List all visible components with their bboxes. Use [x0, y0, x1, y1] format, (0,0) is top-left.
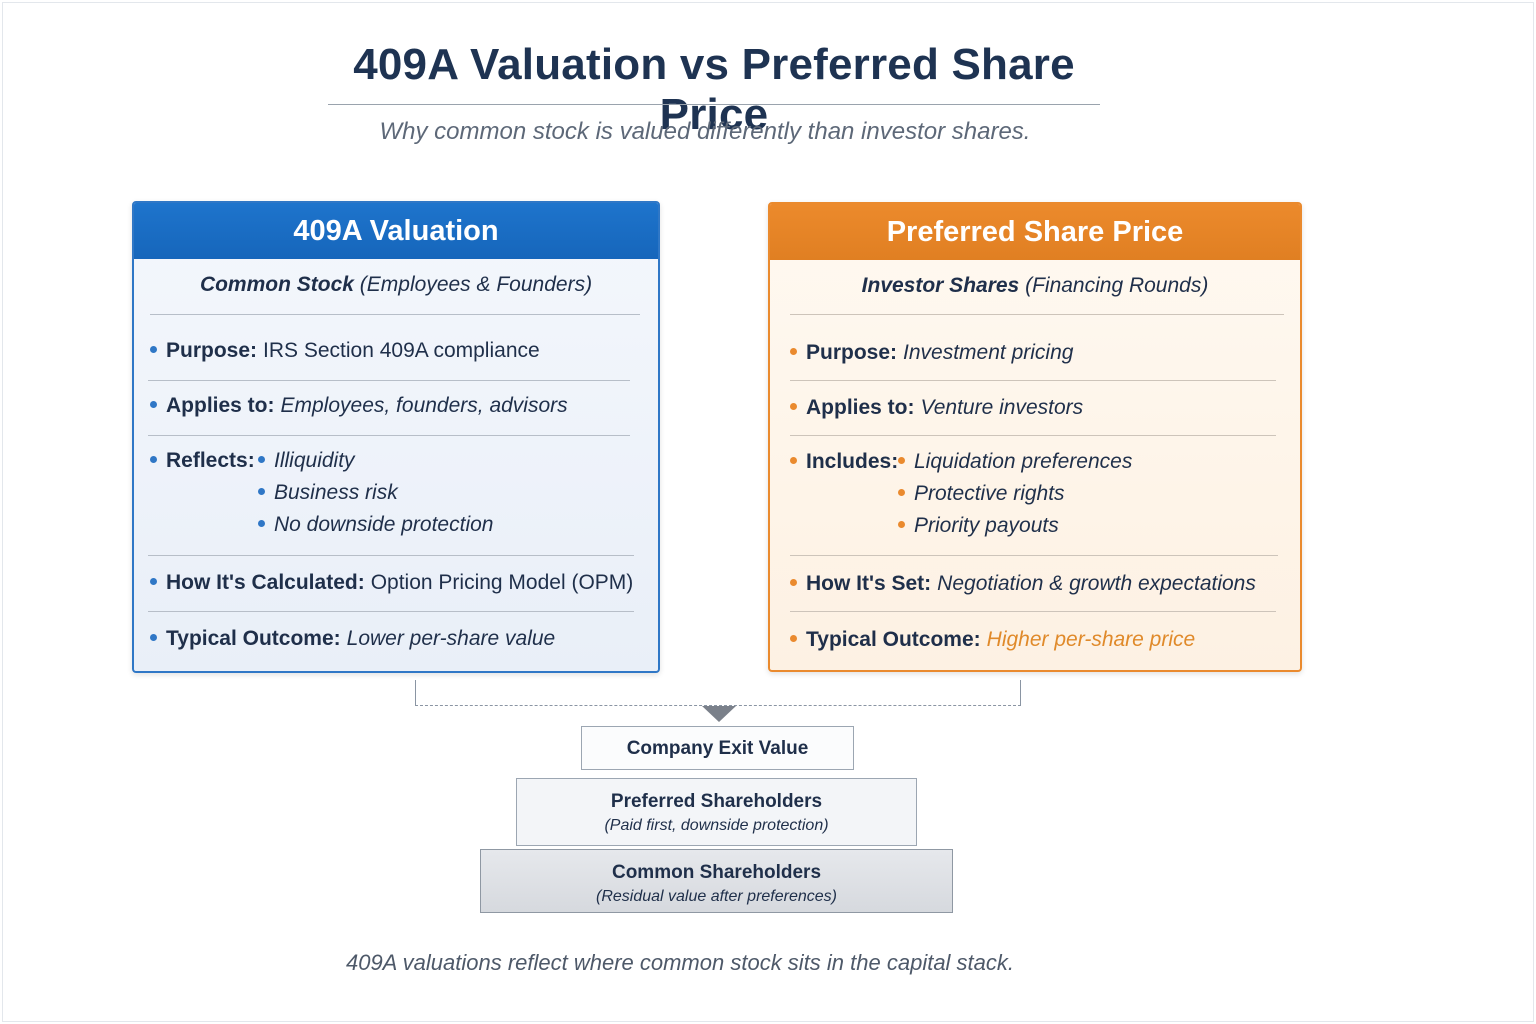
row-value: Negotiation & growth expectations — [937, 572, 1256, 595]
card-subheader: Investor Shares (Financing Rounds) — [770, 260, 1300, 314]
row-label: How It's Calculated: — [166, 571, 365, 594]
divider — [148, 555, 634, 556]
row-value: IRS Section 409A compliance — [263, 339, 540, 362]
common-shareholders-title: Common Shareholders — [611, 862, 822, 883]
row-label: How It's Set: — [806, 572, 932, 595]
row-value: Lower per-share value — [346, 627, 556, 650]
divider — [148, 611, 634, 612]
purpose-row: Purpose: Investment pricing — [790, 341, 1073, 365]
list-item: Business risk — [258, 481, 493, 513]
reflects-list: Illiquidity Business risk No downside pr… — [258, 449, 493, 545]
preferred-shareholders-title: Preferred Shareholders — [610, 791, 823, 812]
set-row: How It's Set: Negotiation & growth expect… — [790, 572, 1256, 596]
down-arrow-icon — [702, 706, 736, 722]
bullet-dot-icon — [790, 347, 797, 355]
row-label: Applies to: — [166, 394, 275, 417]
divider — [148, 435, 630, 436]
bullet-dot-icon — [790, 402, 797, 410]
divider — [790, 380, 1276, 381]
applies-row: Applies to: Venture investors — [790, 396, 1083, 420]
row-value: Investment pricing — [903, 341, 1074, 364]
list-item-text: Priority payouts — [914, 514, 1059, 537]
footer-note: 409A valuations reflect where common sto… — [345, 950, 1015, 975]
card-header: 409A Valuation — [134, 203, 658, 259]
card-header: Preferred Share Price — [770, 204, 1300, 260]
list-item-text: Liquidation preferences — [914, 450, 1133, 473]
bullet-dot-icon — [150, 577, 157, 585]
common-shareholders-box: Common Shareholders (Residual value afte… — [480, 849, 953, 913]
bullet-dot-icon — [150, 345, 157, 353]
bullet-dot-icon — [790, 578, 797, 586]
divider — [790, 555, 1278, 556]
row-label: Reflects: — [166, 449, 255, 472]
bullet-dot-icon — [258, 519, 265, 527]
bullet-dot-icon — [150, 455, 157, 463]
card-subheader-rest: (Employees & Founders) — [359, 273, 593, 296]
bullet-dot-icon — [898, 456, 905, 464]
bullet-dot-icon — [790, 456, 797, 464]
bullet-dot-icon — [898, 488, 905, 496]
list-item-text: Business risk — [274, 481, 398, 504]
list-item: No downside protection — [258, 513, 493, 545]
includes-row: Includes: — [790, 450, 904, 474]
card-subheader-bold: Common Stock — [199, 273, 354, 296]
row-label: Typical Outcome: — [166, 627, 341, 650]
list-item: Protective rights — [898, 482, 1132, 514]
bullet-dot-icon — [790, 634, 797, 642]
preferred-shareholders-note: (Paid first, downside protection) — [604, 817, 829, 834]
list-item: Liquidation preferences — [898, 450, 1132, 482]
row-label: Typical Outcome: — [806, 628, 981, 651]
calculation-row: How It's Calculated: Option Pricing Model… — [150, 571, 633, 595]
row-label: Applies to: — [806, 396, 915, 419]
title-divider — [328, 104, 1100, 105]
connector-bracket — [415, 680, 1021, 706]
reflects-row: Reflects: — [150, 449, 261, 473]
includes-list: Liquidation preferences Protective right… — [898, 450, 1132, 546]
row-label: Includes: — [806, 450, 899, 473]
common-shareholders-note: (Residual value after preferences) — [595, 888, 837, 905]
list-item: Illiquidity — [258, 449, 493, 481]
purpose-row: Purpose: IRS Section 409A compliance — [150, 339, 540, 363]
list-item-text: No downside protection — [274, 513, 494, 536]
outcome-row: Typical Outcome: Lower per-share value — [150, 627, 555, 651]
divider — [790, 611, 1276, 612]
list-item-text: Protective rights — [914, 482, 1065, 505]
row-value: Option Pricing Model (OPM) — [370, 571, 634, 594]
list-item: Priority payouts — [898, 514, 1132, 546]
list-item-text: Illiquidity — [274, 449, 355, 472]
outcome-row: Typical Outcome: Higher per-share price — [790, 628, 1195, 652]
exit-value-box: Company Exit Value — [581, 726, 854, 770]
divider — [790, 435, 1276, 436]
card-subheader-rest: (Financing Rounds) — [1025, 274, 1209, 297]
card-subheader-bold: Investor Shares — [861, 274, 1020, 297]
page-subtitle: Why common stock is valued differently t… — [379, 118, 1031, 145]
preferred-share-price-card: Preferred Share Price Investor Shares (F… — [768, 202, 1302, 672]
applies-row: Applies to: Employees, founders, advisors — [150, 394, 568, 418]
divider — [790, 314, 1284, 315]
card-subheader: Common Stock (Employees & Founders) — [134, 259, 658, 313]
page-title: 409A Valuation vs Preferred Share Price — [353, 40, 1075, 139]
row-label: Purpose: — [806, 341, 898, 364]
bullet-dot-icon — [258, 487, 265, 495]
exit-value-label: Company Exit Value — [626, 738, 809, 759]
bullet-dot-icon — [258, 455, 265, 463]
valuation-409a-card: 409A Valuation Common Stock (Employees &… — [132, 201, 660, 673]
row-value: Employees, founders, advisors — [280, 394, 568, 417]
bullet-dot-icon — [898, 520, 905, 528]
bullet-dot-icon — [150, 633, 157, 641]
divider — [150, 314, 640, 315]
row-value: Higher per-share price — [986, 628, 1196, 651]
preferred-shareholders-box: Preferred Shareholders (Paid first, down… — [516, 778, 917, 846]
bullet-dot-icon — [150, 400, 157, 408]
divider — [148, 380, 630, 381]
row-label: Purpose: — [166, 339, 258, 362]
row-value: Venture investors — [920, 396, 1084, 419]
